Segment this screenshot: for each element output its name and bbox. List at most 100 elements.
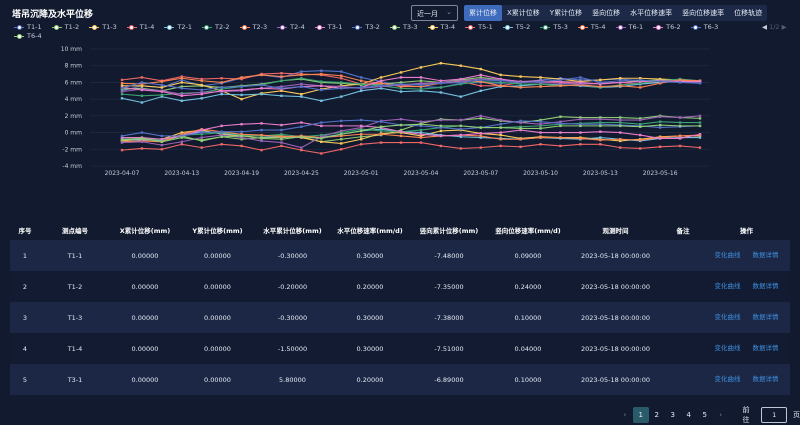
tab-5[interactable]: 竖向位移速率: [682, 9, 725, 17]
data-point: [559, 136, 562, 139]
legend-item[interactable]: T6-3: [690, 23, 718, 31]
legend-next-icon[interactable]: ▶: [781, 23, 787, 31]
page-button-2[interactable]: 2: [654, 411, 659, 419]
tab-3[interactable]: 竖向位移: [592, 9, 621, 17]
data-point: [240, 134, 243, 138]
data-point: [340, 131, 343, 134]
data-detail-link[interactable]: 数据详情: [752, 282, 779, 290]
legend-prev-icon[interactable]: ◀: [762, 23, 767, 31]
data-point: [499, 133, 502, 137]
data-point: [559, 82, 562, 85]
data-point: [439, 118, 443, 122]
next-page-button[interactable]: ›: [719, 411, 723, 419]
data-point: [280, 75, 283, 78]
data-detail-link[interactable]: 数据详情: [752, 375, 779, 383]
change-curve-link[interactable]: 变化曲线: [714, 313, 741, 321]
x-tick-label: 2023-05-13: [583, 170, 618, 177]
data-point: [140, 84, 144, 87]
table-row: 3 T1-3 0.00000 0.00000 -0.30000 0.30000 -7.380…: [10, 302, 790, 333]
x-tick-label: 2023-05-10: [523, 170, 558, 177]
data-point: [539, 118, 542, 122]
data-point: [459, 81, 463, 84]
chevron-down-icon: ⌄: [446, 8, 452, 16]
legend-item[interactable]: T2-4: [277, 23, 305, 31]
legend-item[interactable]: T2-3: [239, 23, 267, 31]
data-point: [678, 137, 682, 140]
legend-item[interactable]: T1-4: [126, 23, 154, 31]
legend-label: T3-3: [402, 23, 418, 31]
tab-6[interactable]: 位移轨迹: [734, 9, 763, 17]
table-cell: [663, 271, 703, 302]
legend-item[interactable]: T3-1: [314, 23, 343, 31]
legend-item[interactable]: T2-1: [164, 23, 192, 31]
tab-1[interactable]: X累计位移: [507, 9, 540, 17]
data-point: [200, 77, 203, 81]
legend-item[interactable]: T1-1: [14, 23, 42, 31]
data-point: [280, 89, 283, 92]
change-curve-link[interactable]: 变化曲线: [714, 282, 741, 290]
data-point: [599, 82, 602, 86]
column-header: Y累计位移(mm): [192, 227, 243, 235]
change-curve-link[interactable]: 变化曲线: [714, 344, 741, 352]
legend-item[interactable]: T5-2: [502, 23, 530, 31]
data-point: [300, 77, 303, 80]
time-range-select[interactable]: 近一月 ⌄: [411, 5, 458, 21]
page-button-1[interactable]: 1: [632, 407, 649, 423]
legend-item[interactable]: T5-4: [577, 23, 606, 31]
prev-page-button[interactable]: ‹: [623, 411, 627, 419]
data-point: [459, 95, 463, 98]
data-point: [419, 131, 423, 134]
actions-cell: 变化曲线 数据详情: [703, 271, 790, 302]
data-point: [539, 143, 542, 146]
column-header: 竖向位移速率(mm/d): [495, 227, 561, 235]
legend-item[interactable]: T6-2: [653, 23, 681, 31]
table-cell: 0.30000: [330, 333, 410, 364]
data-point: [639, 123, 642, 126]
change-curve-link[interactable]: 变化曲线: [714, 251, 741, 259]
page-unit-label: 页: [792, 411, 800, 419]
data-point: [379, 133, 383, 136]
change-curve-link[interactable]: 变化曲线: [714, 375, 741, 383]
data-point: [320, 133, 323, 137]
data-point: [379, 79, 383, 82]
row-actions: 变化曲线 数据详情: [703, 281, 790, 292]
page-button-4[interactable]: 4: [686, 411, 691, 419]
legend-item[interactable]: T1-3: [89, 23, 117, 31]
page-button-5[interactable]: 5: [702, 411, 707, 419]
data-point: [260, 73, 263, 77]
goto-label: 前往: [742, 406, 750, 424]
tab-4[interactable]: 水平位移速率: [630, 9, 673, 17]
data-point: [539, 80, 542, 83]
legend-item[interactable]: T3-4: [427, 23, 455, 31]
legend-item[interactable]: T5-3: [540, 23, 568, 31]
legend-marker-icon: [277, 24, 288, 30]
data-point: [599, 121, 602, 124]
data-point: [419, 123, 423, 126]
legend-label: T5-3: [553, 23, 568, 31]
table-cell: T1-4: [40, 333, 110, 364]
goto-page-input[interactable]: 1: [761, 407, 787, 423]
data-point: [479, 132, 482, 135]
legend-item[interactable]: T5-1: [465, 23, 493, 31]
legend-item[interactable]: T6-4: [14, 32, 42, 40]
data-detail-link[interactable]: 数据详情: [752, 251, 779, 259]
tab-0[interactable]: 累计位移: [464, 5, 502, 21]
data-point: [539, 120, 542, 123]
data-detail-link[interactable]: 数据详情: [752, 313, 779, 321]
data-point: [419, 83, 423, 87]
data-point: [120, 78, 124, 82]
legend-item[interactable]: T2-2: [201, 23, 230, 31]
data-point: [220, 92, 223, 96]
x-tick-label: 2023-05-04: [404, 170, 439, 177]
page-button-3[interactable]: 3: [670, 411, 675, 419]
legend-item[interactable]: T1-2: [51, 23, 79, 31]
data-detail-link[interactable]: 数据详情: [752, 344, 779, 352]
legend-item[interactable]: T3-3: [389, 23, 418, 31]
legend-label: T3-1: [327, 23, 343, 31]
tab-2[interactable]: Y累计位移: [549, 9, 583, 17]
data-point: [579, 78, 582, 82]
data-point: [419, 85, 423, 88]
legend-item[interactable]: T3-2: [352, 23, 380, 31]
legend-item[interactable]: T6-1: [615, 23, 643, 31]
data-point: [320, 152, 323, 155]
